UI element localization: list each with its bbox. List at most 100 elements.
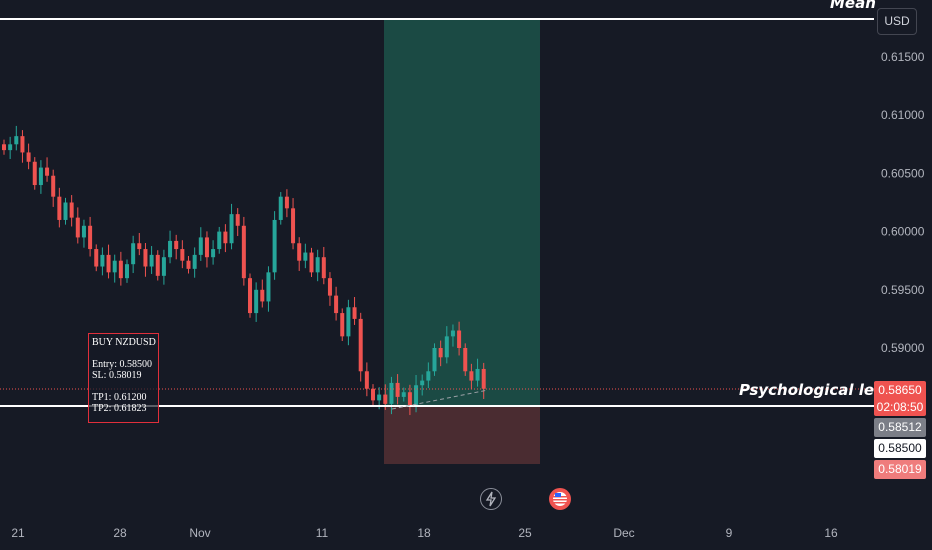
candle-body: [340, 313, 345, 337]
note-sl: SL: 0.58019: [92, 370, 142, 381]
candle-body: [88, 225, 93, 250]
candle-body: [364, 371, 369, 389]
x-tick-label: 18: [417, 526, 431, 540]
candle-body: [463, 348, 468, 372]
candle-body: [438, 348, 443, 358]
candle-body: [389, 382, 394, 404]
candle-body: [106, 254, 111, 273]
candle-body: [204, 237, 209, 258]
level-price-tag: 0.58512: [874, 418, 926, 437]
candle-body: [475, 368, 480, 381]
candle-body: [444, 336, 449, 358]
candle-body: [327, 278, 332, 296]
candle-body: [254, 289, 259, 314]
candle-body: [81, 225, 86, 238]
psychological-level-label: Psychological level: [739, 381, 900, 399]
candle-body: [125, 264, 129, 279]
stop-price-tag: 0.58019: [874, 460, 926, 479]
candle-body: [432, 348, 437, 372]
note-entry: Entry: 0.58500: [92, 359, 152, 370]
candle-body: [112, 260, 117, 273]
candle-body: [20, 136, 25, 153]
candle-body: [377, 394, 382, 401]
candle-body: [155, 254, 160, 276]
countdown-tag: 02:08:50: [874, 399, 926, 416]
loss-zone: [384, 406, 540, 464]
candle-body: [192, 254, 197, 269]
candle-body: [297, 243, 302, 261]
candle-body: [266, 272, 271, 302]
candle-body: [211, 249, 216, 258]
candle-body: [174, 240, 179, 250]
candle-body: [45, 167, 50, 176]
candle-body: [118, 260, 123, 279]
candle-body: [309, 252, 314, 273]
y-tick-label: 0.61000: [881, 108, 925, 122]
candle-body: [334, 295, 339, 314]
currency-button[interactable]: USD: [877, 8, 917, 35]
candle-body: [426, 371, 431, 381]
candle-body: [8, 144, 13, 151]
candle-body: [420, 380, 425, 386]
y-tick-label: 0.59500: [881, 283, 925, 297]
candle-body: [32, 161, 37, 186]
last-price-tag: 0.58650: [874, 381, 926, 400]
candle-body: [383, 394, 388, 404]
x-tick-label: Dec: [613, 526, 634, 540]
x-tick-label: 16: [824, 526, 838, 540]
candle-body: [143, 249, 148, 267]
candle-body: [303, 252, 308, 261]
candle-body: [358, 318, 363, 372]
candle-body: [217, 231, 222, 250]
trade-note[interactable]: BUY NZDUSD Entry: 0.58500 SL: 0.58019 TP…: [88, 333, 159, 423]
candle-body: [352, 307, 357, 319]
candle-body: [149, 254, 154, 267]
candle-body: [14, 136, 19, 145]
candle-body: [260, 289, 265, 302]
candle-body: [241, 225, 246, 279]
candle-body: [69, 202, 74, 218]
x-tick-label: 28: [113, 526, 127, 540]
candle-body: [75, 217, 80, 238]
candle-body: [284, 196, 289, 209]
candle-body: [481, 368, 486, 389]
candle-body: [223, 231, 228, 244]
candle-body: [469, 371, 474, 381]
candle-body: [131, 243, 136, 265]
x-tick-label: 11: [316, 526, 329, 540]
candle-body: [371, 388, 375, 401]
candle-body: [57, 196, 62, 220]
x-tick-label: Nov: [189, 526, 210, 540]
candle-body: [407, 392, 412, 407]
candle-body: [457, 330, 462, 348]
entry-price-tag: 0.58500: [874, 439, 926, 458]
lightning-icon[interactable]: [480, 488, 502, 510]
candle-body: [235, 214, 240, 226]
candle-body: [26, 152, 31, 162]
candle-body: [137, 243, 142, 250]
x-tick-label: 21: [11, 526, 25, 540]
candle-body: [63, 202, 68, 220]
y-tick-label: 0.60000: [881, 225, 925, 239]
candle-body: [346, 307, 351, 337]
y-tick-label: 0.60500: [881, 166, 925, 180]
us-flag-icon[interactable]: [549, 488, 571, 510]
note-tp1: TP1: 0.61200: [92, 392, 147, 403]
candle-body: [401, 392, 406, 397]
candle-body: [38, 167, 43, 186]
candle-body: [278, 196, 283, 220]
candle-body: [395, 382, 400, 397]
projection-line: [391, 389, 489, 410]
candle-body: [94, 249, 99, 267]
candle-body: [51, 175, 56, 197]
candle-body: [186, 260, 191, 269]
candle-body: [315, 257, 320, 273]
candle-body: [414, 385, 419, 407]
candle-body: [161, 257, 166, 276]
candle-body: [291, 208, 296, 244]
mean-level-label: Mean: [830, 0, 876, 12]
y-tick-label: 0.61500: [881, 50, 925, 64]
x-tick-label: 9: [726, 526, 733, 540]
candle-body: [321, 257, 326, 279]
